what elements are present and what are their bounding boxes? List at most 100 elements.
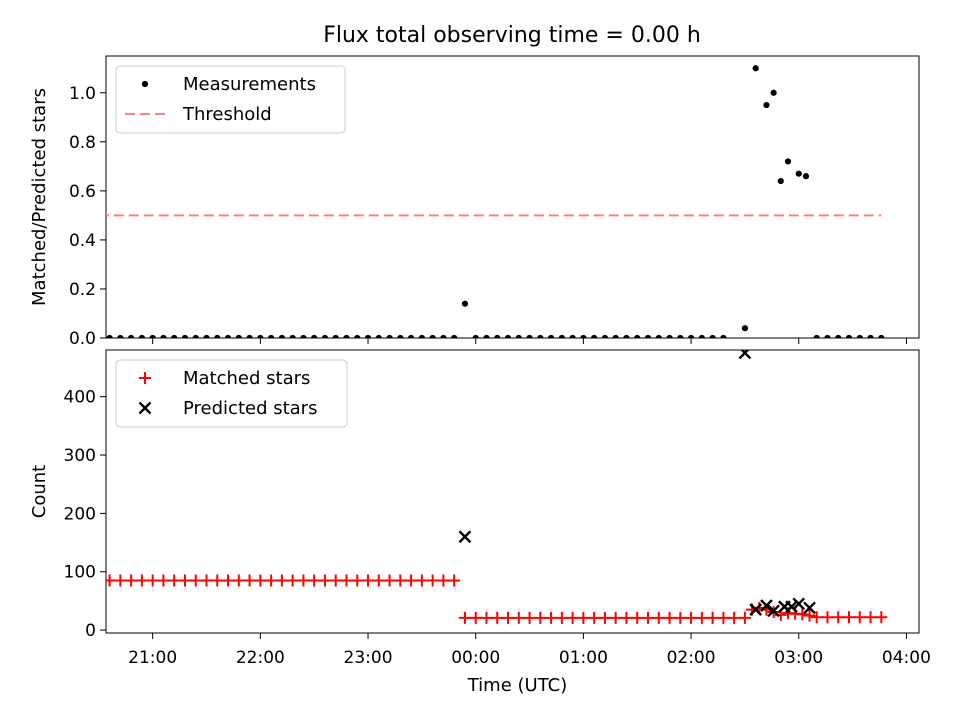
matched-star-point [448,574,461,587]
measurement-point [515,334,522,338]
measurement-point [666,334,673,338]
matched-star-point [631,611,644,624]
y-tick-label: 0.2 [69,280,96,300]
measurement-point [537,334,544,338]
measurement-point [203,334,210,338]
measurement-point [300,334,307,338]
measurement-point [547,334,555,338]
measurement-point [687,334,695,338]
measurement-point [138,334,145,338]
matched-star-point [491,611,504,624]
axes-frame [105,55,920,339]
measurement-point [677,334,684,338]
measurement-point [429,334,436,338]
matched-star-point [588,611,601,624]
matched-star-point [426,574,439,587]
measurement-point [878,334,885,338]
matched-star-point [394,574,407,587]
y-tick-label: 1.0 [69,84,96,104]
measurement-point [171,334,178,338]
measurement-point [824,334,831,338]
measurement-point [192,334,199,338]
measurement-point [472,334,479,338]
matched-star-point [832,611,845,624]
measurement-point [149,334,156,338]
matched-star-point [609,611,622,624]
measurement-point [784,158,792,165]
measurement-point [321,334,329,338]
measurement-point [451,334,458,338]
y-tick-label: 400 [64,388,96,408]
matched-star-point [706,611,719,624]
measurement-point [461,300,469,307]
matched-star-point [254,574,267,587]
measurement-point [504,334,512,338]
matched-star-point [598,611,611,624]
measurement-point [795,170,802,177]
legend-predicted-marker [138,401,152,415]
legend-label: Matched stars [183,368,310,389]
measurement-point [268,334,275,338]
measurement-point [408,334,415,338]
measurement-point [117,334,124,338]
measurement-point [257,334,264,338]
measurement-point [343,334,350,338]
predicted-star-point [749,603,763,617]
matched-star-point [555,611,568,624]
measurement-point [591,334,598,338]
legend-box [115,359,348,428]
matched-star-point [286,574,299,587]
measurement-point [440,334,447,338]
measurement-point [526,334,533,338]
measurement-point [802,173,810,180]
measurement-point [386,334,393,338]
matched-star-point [178,574,191,587]
x-tick-label: 23:00 [344,648,393,668]
matched-star-point [821,611,834,624]
measurement-point [655,334,662,338]
legend-matched-marker [139,372,151,384]
x-tick-label: 04:00 [882,648,931,668]
measurement-point [856,334,863,338]
measurement-point [752,65,759,72]
measurement-point [494,334,501,338]
matched-star-point [875,611,888,624]
legend: Measurements Threshold [115,65,346,134]
matched-star-point [168,574,181,587]
measurement-point [311,334,318,338]
x-axis-label: Time (UTC) [467,675,568,696]
matched-star-point [523,611,536,624]
axes-frame [105,349,920,634]
matched-star-point [458,611,471,624]
measurement-point [612,334,619,338]
y-tick-label: 100 [64,563,96,583]
matched-star-point [512,611,525,624]
predicted-star-point [792,597,806,611]
predicted-star-point [785,600,798,614]
y-tick-label: 200 [64,504,96,524]
matched-star-point [803,609,816,622]
predicted-star-point [803,601,816,615]
matched-star-point [437,574,450,587]
matched-star-point [620,611,633,624]
matched-star-point [275,574,288,587]
x-tick-label: 03:00 [774,648,823,668]
matched-star-point [146,574,159,587]
matched-star-point [232,574,245,587]
measurement-point [224,334,232,338]
measurement-point [698,334,705,338]
y-tick-label: 0.0 [69,329,96,349]
matched-star-point [738,611,751,624]
x-tick-label: 02:00 [667,648,716,668]
y-tick-label: 0 [85,621,96,641]
matched-star-point [405,574,418,587]
plot-area [106,65,885,338]
measurement-point [777,177,784,185]
matched-star-point [329,574,342,587]
measurement-point [770,89,777,96]
x-tick-label: 21:00 [128,648,177,668]
matched-star-point [663,611,676,624]
predicted-star-point [767,604,780,618]
matched-star-point [728,611,741,624]
